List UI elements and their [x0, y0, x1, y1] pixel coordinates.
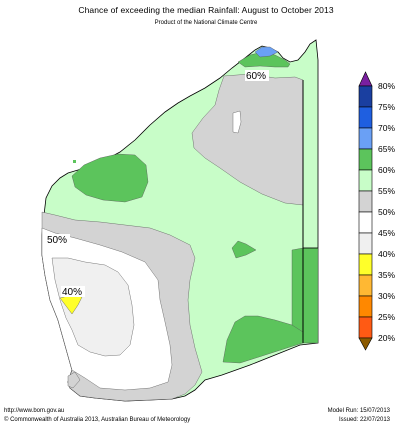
legend-label: 20%	[378, 333, 395, 343]
region-55-coast	[67, 371, 81, 389]
legend-swatch	[358, 274, 373, 297]
legend-label: 65%	[378, 144, 395, 154]
label-bg-west	[46, 234, 70, 245]
region-50-hole	[232, 110, 242, 134]
legend-label: 50%	[378, 207, 395, 217]
legend-label: 30%	[378, 291, 395, 301]
region-70-north	[254, 46, 279, 58]
region-45-southwest	[51, 257, 135, 357]
legend-swatch	[358, 169, 373, 192]
legend-swatch	[358, 148, 373, 171]
footer-issued: Issued: 22/07/2013	[338, 417, 390, 423]
legend-label: 75%	[378, 102, 395, 112]
label-bg-southwest	[61, 286, 85, 297]
label-north: 60%	[246, 71, 266, 82]
legend-swatch	[358, 295, 373, 318]
legend-swatch	[358, 190, 373, 213]
region-65-interior	[231, 240, 257, 259]
legend-swatch	[358, 253, 373, 276]
label-bg-north	[245, 70, 269, 81]
legend-swatch	[358, 85, 373, 108]
map-subtitle: Product of the National Climate Centre	[154, 20, 258, 26]
legend-swatch	[358, 106, 373, 129]
region-65-west	[71, 153, 149, 203]
footer-left: http://www.bom.gov.au © Commonwealth of …	[4, 407, 190, 425]
legend-label: 60%	[378, 165, 395, 175]
legend: 80% 75% 70% 65% 60% 55% 50% 45% 40% 35% 30% 25% 20%	[358, 71, 395, 351]
region-65-south	[222, 315, 304, 364]
legend-bottom-arrow	[358, 337, 373, 351]
footer-right: Model Run: 15/07/2013 Issued: 22/07/2013	[328, 407, 390, 425]
legend-label: 80%	[378, 81, 395, 91]
legend-label: 35%	[378, 270, 395, 280]
label-southwest: 40%	[62, 287, 82, 298]
legend-swatch	[358, 316, 373, 339]
map-title: Chance of exceeding the median Rainfall:…	[78, 5, 334, 15]
legend-label: 25%	[378, 312, 395, 322]
footer-copyright: © Commonwealth of Australia 2013, Austra…	[4, 417, 191, 423]
region-65-dot	[73, 160, 76, 163]
legend-label: 45%	[378, 228, 395, 238]
footer-url[interactable]: http://www.bom.gov.au	[4, 408, 65, 414]
legend-label: 40%	[378, 249, 395, 259]
legend-label: 55%	[378, 186, 395, 196]
label-west: 50%	[47, 235, 67, 246]
legend-swatch	[358, 211, 373, 234]
legend-swatch	[358, 127, 373, 150]
legend-label: 70%	[378, 123, 395, 133]
legend-top-arrow	[358, 71, 373, 87]
footer-model-run: Model Run: 15/07/2013	[327, 408, 390, 414]
region-55-north	[191, 73, 304, 206]
legend-swatch	[358, 232, 373, 255]
